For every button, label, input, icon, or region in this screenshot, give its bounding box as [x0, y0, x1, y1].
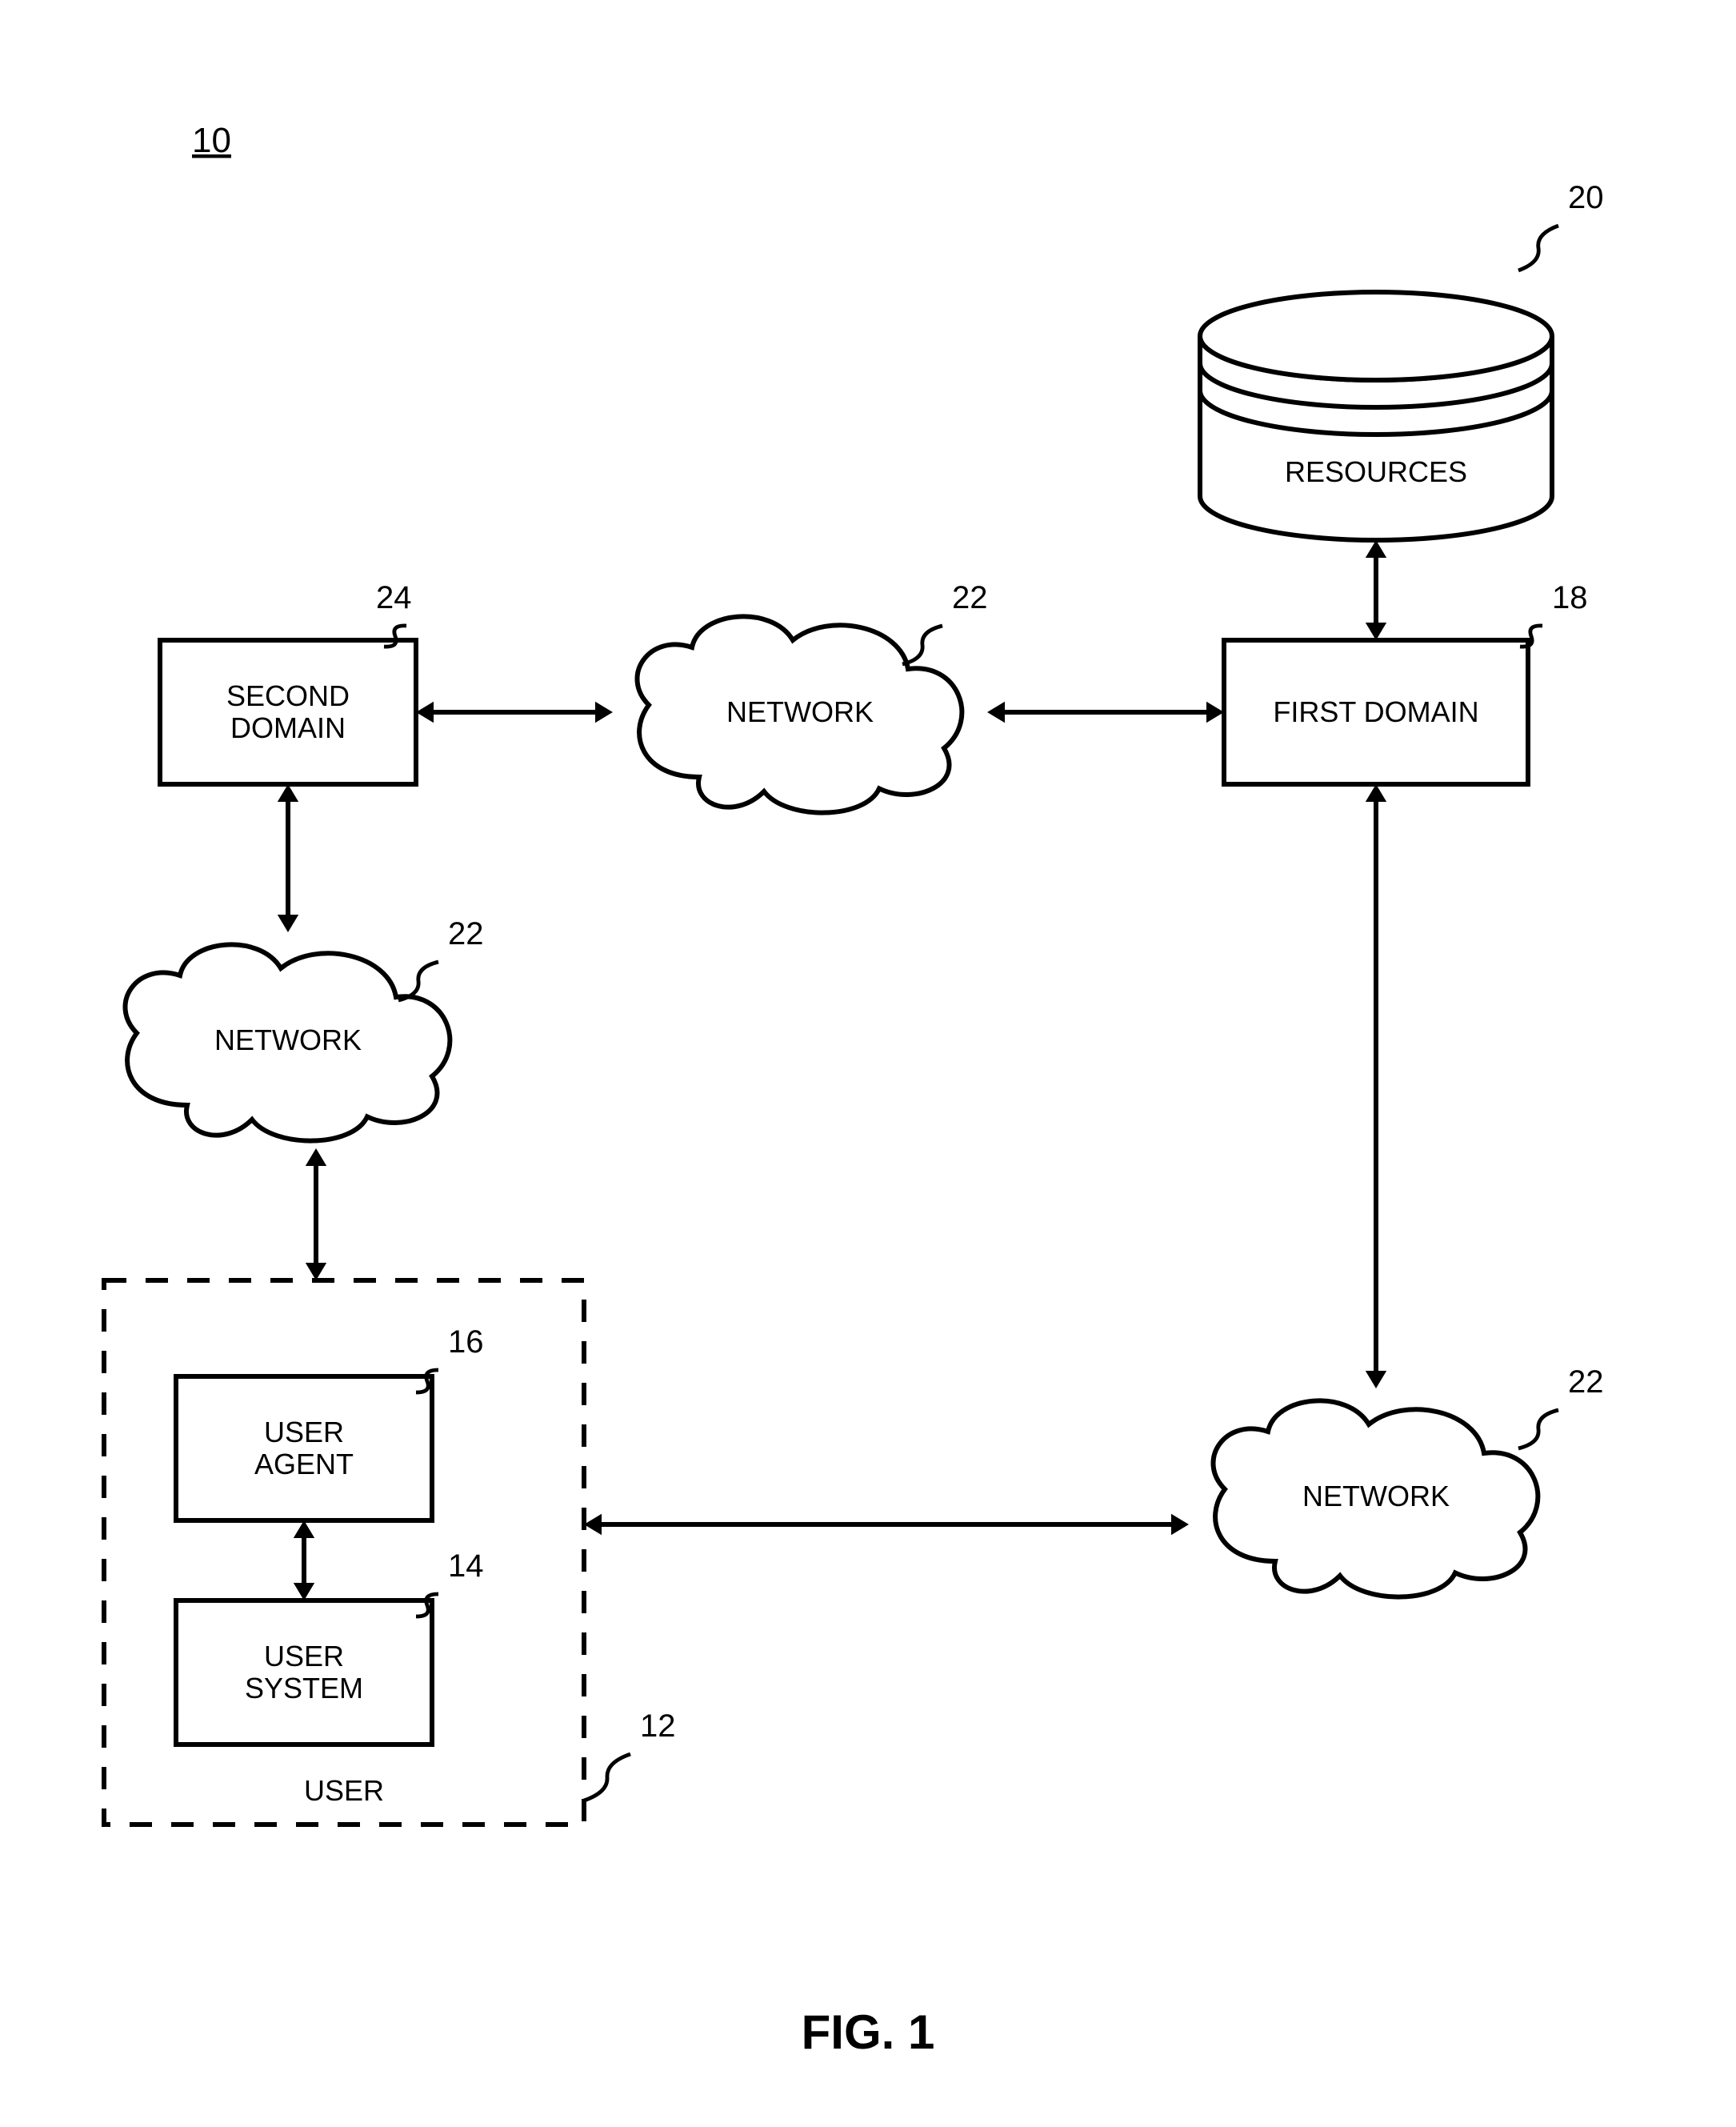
network-right-cloud: NETWORK	[1214, 1400, 1538, 1596]
ref-label: 12	[640, 1708, 676, 1744]
figure-ref: 10	[192, 121, 231, 160]
ref-first-domain: 18	[1520, 580, 1588, 647]
network-left-cloud-label: NETWORK	[214, 1023, 362, 1056]
ref-user-system: 14	[416, 1548, 484, 1616]
ref-network-right: 22	[1518, 1364, 1604, 1448]
resources-database: RESOURCES	[1200, 292, 1552, 540]
ref-label: 22	[448, 916, 484, 951]
figure-label: FIG. 1	[802, 2005, 935, 2059]
network-top-cloud: NETWORK	[638, 616, 962, 812]
ref-network-left: 22	[398, 916, 484, 1000]
first-domain-box: FIRST DOMAIN	[1224, 640, 1528, 784]
user-agent-box: USERAGENT	[176, 1376, 432, 1520]
ref-label: 20	[1568, 180, 1604, 215]
ref-network-top: 22	[902, 580, 988, 664]
resources-database-label: RESOURCES	[1285, 455, 1467, 488]
second-domain-box-label: SECOND	[226, 679, 350, 712]
ref-user-group: 12	[584, 1708, 676, 1801]
user-system-box-label: USER	[264, 1640, 344, 1672]
ref-label: 22	[952, 580, 988, 615]
second-domain-box: SECONDDOMAIN	[160, 640, 416, 784]
ref-user-agent: 16	[416, 1324, 484, 1392]
user-agent-box-label: USER	[264, 1416, 344, 1448]
network-right-cloud-label: NETWORK	[1302, 1480, 1450, 1512]
ref-resources-db: 20	[1518, 180, 1604, 270]
network-left-cloud: NETWORK	[126, 944, 450, 1140]
user-system-box: USERSYSTEM	[176, 1600, 432, 1744]
first-domain-box-label: FIRST DOMAIN	[1273, 695, 1478, 728]
user-system-box-label: SYSTEM	[245, 1672, 363, 1704]
user-group-label: USER	[304, 1774, 384, 1807]
ref-label: 18	[1552, 580, 1588, 615]
ref-label: 24	[376, 580, 412, 615]
second-domain-box-label: DOMAIN	[230, 711, 346, 744]
ref-second-domain: 24	[376, 580, 412, 647]
ref-label: 22	[1568, 1364, 1604, 1400]
user-agent-box-label: AGENT	[254, 1448, 354, 1480]
network-top-cloud-label: NETWORK	[726, 695, 874, 728]
ref-label: 16	[448, 1324, 484, 1360]
ref-label: 14	[448, 1548, 484, 1584]
